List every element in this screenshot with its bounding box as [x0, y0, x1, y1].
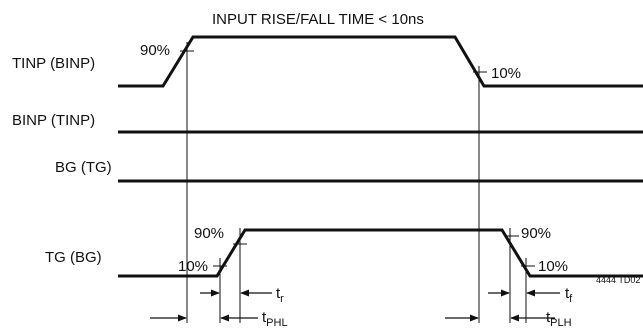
label-tf: tf: [565, 285, 573, 305]
diagram-title: INPUT RISE/FALL TIME < 10ns: [212, 11, 424, 28]
signal-label-binp: BINP (TINP): [12, 112, 95, 129]
waveform-tinp: [118, 35, 643, 88]
level-label-input-10: 10%: [491, 65, 521, 82]
signal-label-tg: TG (BG): [45, 249, 102, 266]
level-label-input-90: 90%: [140, 42, 170, 59]
level-label-output-10-rise: 10%: [178, 258, 208, 275]
label-tphl: tPHL: [262, 309, 288, 329]
label-tr: tr: [276, 285, 284, 305]
figure-id: 4444 TD02: [596, 275, 640, 285]
level-label-output-90-rise: 90%: [194, 225, 224, 242]
signal-label-bg: BG (TG): [55, 159, 112, 176]
signal-label-tinp: TINP (BINP): [12, 55, 95, 72]
level-label-output-10-fall: 10%: [538, 258, 568, 275]
waveform-tg: [118, 228, 643, 278]
label-tplh: tPLH: [546, 309, 572, 329]
level-label-output-90-fall: 90%: [521, 225, 551, 242]
